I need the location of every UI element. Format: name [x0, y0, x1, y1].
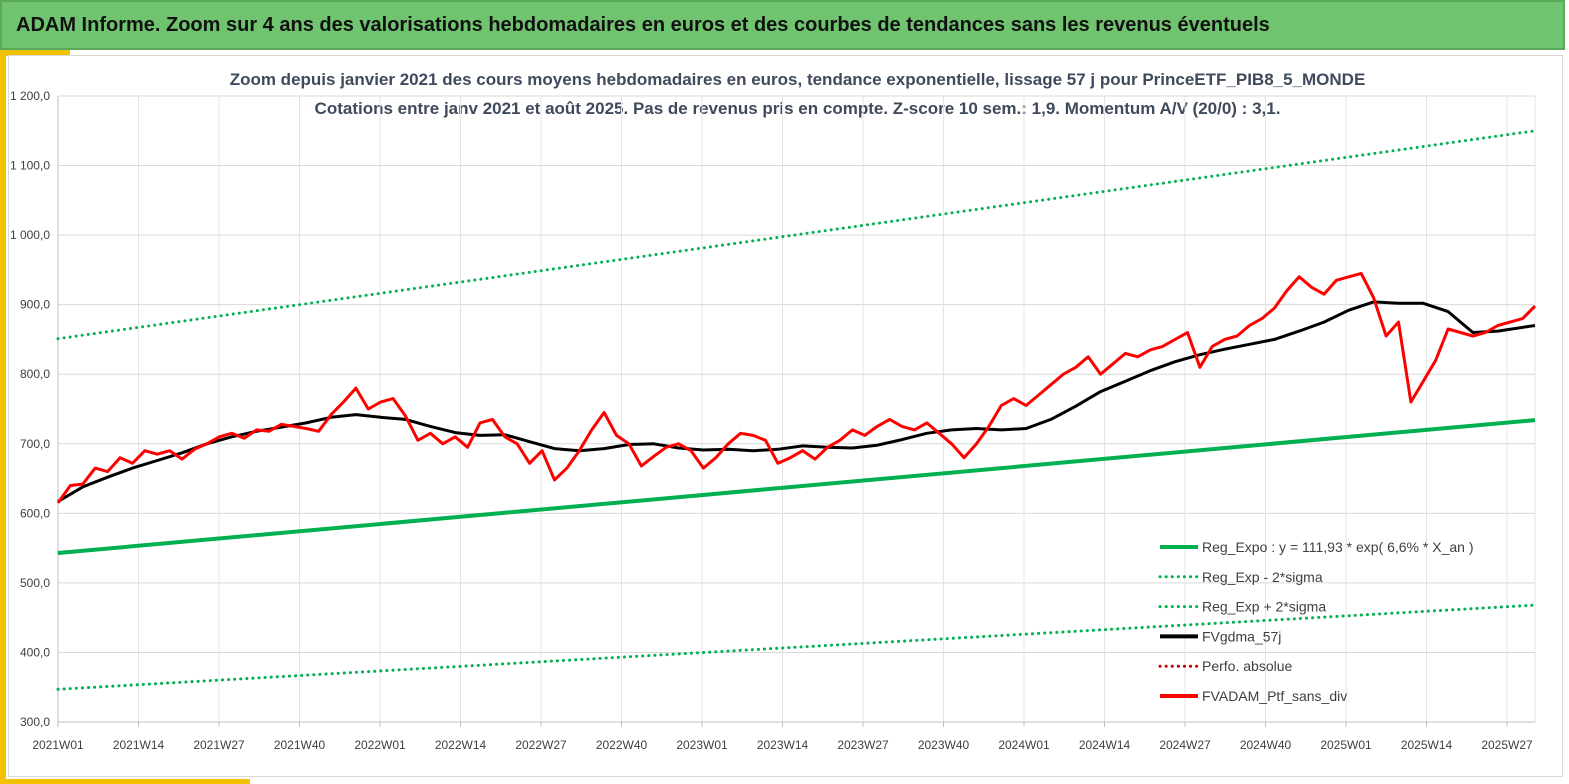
- x-tick-label: 2025W01: [1320, 738, 1372, 752]
- y-tick-label: 800,0: [20, 367, 50, 381]
- accent-bar-bottom: [0, 779, 250, 784]
- x-tick-label: 2024W01: [998, 738, 1050, 752]
- legend: Reg_Expo : y = 111,93 * exp( 6,6% * X_an…: [1158, 539, 1473, 704]
- legend-label: Reg_Expo : y = 111,93 * exp( 6,6% * X_an…: [1202, 539, 1473, 555]
- series-line-fvgdma-57j: [57, 300, 1536, 503]
- legend-label: Perfo. absolue: [1202, 658, 1292, 674]
- x-tick-label: 2021W14: [113, 738, 165, 752]
- banner-title: ADAM Informe. Zoom sur 4 ans des valoris…: [16, 14, 1270, 36]
- legend-label: Reg_Exp - 2*sigma: [1202, 569, 1323, 585]
- y-tick-label: 600,0: [20, 506, 50, 520]
- x-tick-label: 2021W27: [193, 738, 245, 752]
- accent-bar-left: [0, 50, 6, 784]
- x-tick-label: 2022W14: [435, 738, 487, 752]
- header-banner: ADAM Informe. Zoom sur 4 ans des valoris…: [0, 0, 1565, 50]
- chart-frame: [8, 55, 1563, 777]
- x-tick-label: 2023W14: [757, 738, 809, 752]
- series-line-reg-exp-2-sigma: [56, 129, 1537, 341]
- y-tick-label: 300,0: [20, 715, 50, 729]
- y-tick-label: 1 100,0: [10, 159, 50, 173]
- y-tick-label: 400,0: [20, 645, 50, 659]
- x-tick-label: 2022W40: [596, 738, 648, 752]
- x-tick-label: 2025W27: [1481, 738, 1533, 752]
- series-line-fvadam-ptf-sans-div: [56, 271, 1537, 504]
- y-tick-label: 1 200,0: [10, 89, 50, 103]
- x-tick-label: 2022W27: [515, 738, 567, 752]
- chart-subtitle: Cotations entre janv 2021 et août 2025. …: [314, 99, 1281, 118]
- x-tick-label: 2021W40: [274, 738, 326, 752]
- y-tick-label: 900,0: [20, 298, 50, 312]
- x-tick-label: 2024W40: [1240, 738, 1292, 752]
- x-tick-label: 2024W27: [1159, 738, 1211, 752]
- x-tick-label: 2022W01: [354, 738, 406, 752]
- x-tick-label: 2023W01: [676, 738, 728, 752]
- x-tick-label: 2023W40: [918, 738, 970, 752]
- legend-label: Reg_Exp + 2*sigma: [1202, 599, 1326, 615]
- series-group: [56, 129, 1537, 691]
- x-tick-label: 2023W27: [837, 738, 889, 752]
- y-tick-label: 500,0: [20, 576, 50, 590]
- x-tick-label: 2021W01: [32, 738, 84, 752]
- chart-title: Zoom depuis janvier 2021 des cours moyen…: [229, 70, 1366, 89]
- series-line-reg-exp-2-sigma: [56, 603, 1537, 691]
- series-line-reg-expo: [57, 418, 1536, 555]
- grid: [57, 95, 1536, 723]
- legend-label: FVADAM_Ptf_sans_div: [1202, 688, 1347, 704]
- accent-bar-top: [0, 50, 70, 56]
- axes: 300,0 400,0 500,0 600,0 700,0 800,0 900,0 1 000…: [10, 89, 1535, 752]
- x-tick-label: 2024W14: [1079, 738, 1131, 752]
- y-tick-label: 1 000,0: [10, 228, 50, 242]
- legend-label: FVgdma_57j: [1202, 628, 1281, 644]
- x-tick-label: 2025W14: [1401, 738, 1453, 752]
- y-tick-label: 700,0: [20, 437, 50, 451]
